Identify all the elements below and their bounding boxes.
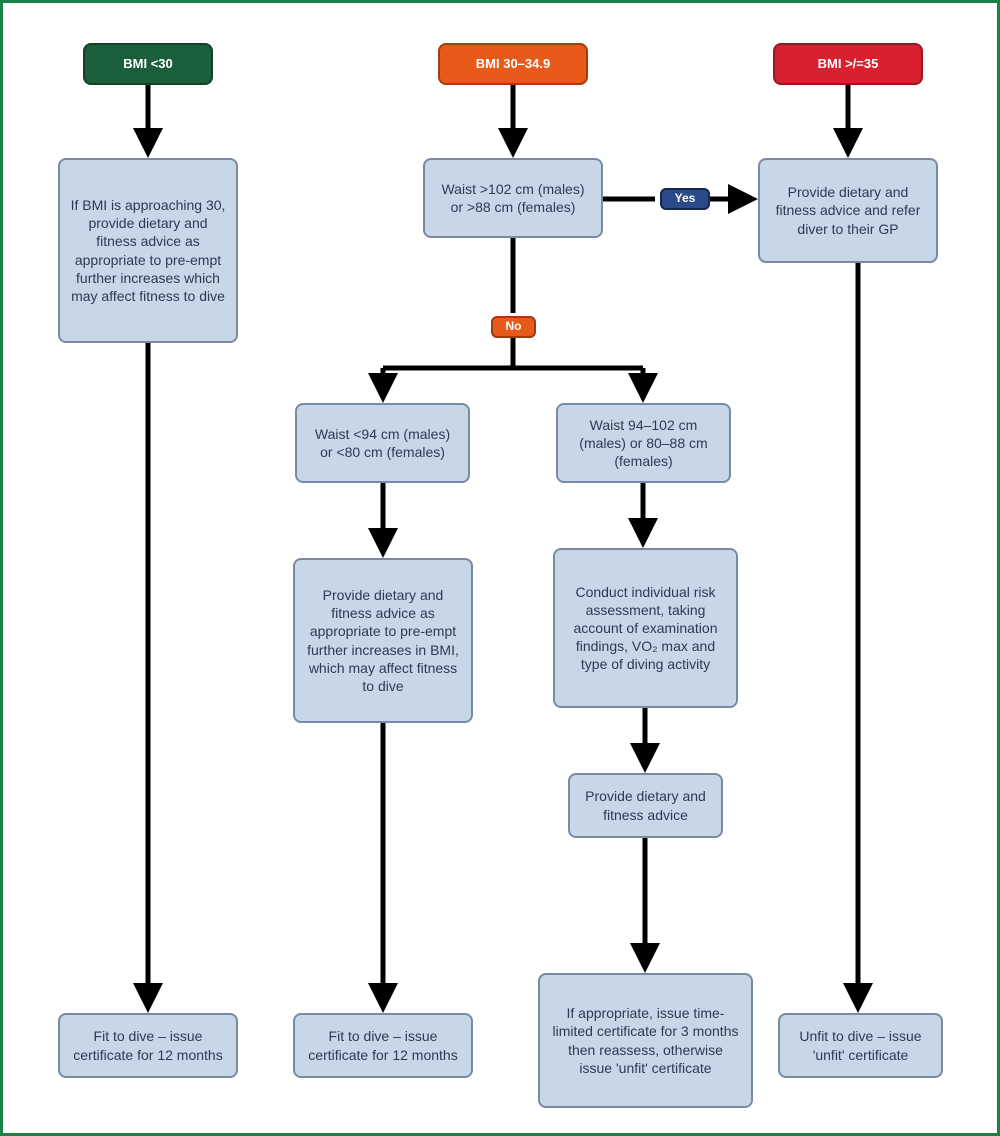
process-text: Provide dietary and fitness advice bbox=[580, 787, 711, 823]
outcome-o4: Unfit to dive – issue 'unfit' certificat… bbox=[778, 1013, 943, 1078]
start-label: BMI >/=35 bbox=[818, 56, 879, 73]
process-p4a: Waist <94 cm (males) or <80 cm (females) bbox=[295, 403, 470, 483]
no-pill: No bbox=[491, 316, 536, 338]
process-text: Conduct individual risk assessment, taki… bbox=[565, 583, 726, 674]
start-label: BMI <30 bbox=[123, 56, 173, 73]
start-label: BMI 30–34.9 bbox=[476, 56, 550, 73]
process-text: Fit to dive – issue certificate for 12 m… bbox=[70, 1027, 226, 1063]
process-text: If appropriate, issue time-limited certi… bbox=[550, 1004, 741, 1077]
process-p3: Provide dietary and fitness advice and r… bbox=[758, 158, 938, 263]
process-p4b: Waist 94–102 cm (males) or 80–88 cm (fem… bbox=[556, 403, 731, 483]
process-p5a: Provide dietary and fitness advice as ap… bbox=[293, 558, 473, 723]
outcome-o2: Fit to dive – issue certificate for 12 m… bbox=[293, 1013, 473, 1078]
start-bmi-30-349: BMI 30–34.9 bbox=[438, 43, 588, 85]
process-text: Waist >102 cm (males) or >88 cm (females… bbox=[435, 180, 591, 216]
process-p5b: Conduct individual risk assessment, taki… bbox=[553, 548, 738, 708]
start-bmi-lt30: BMI <30 bbox=[83, 43, 213, 85]
process-text: Provide dietary and fitness advice as ap… bbox=[305, 586, 461, 695]
process-text: Waist <94 cm (males) or <80 cm (females) bbox=[307, 425, 458, 461]
start-bmi-gte35: BMI >/=35 bbox=[773, 43, 923, 85]
process-p2: Waist >102 cm (males) or >88 cm (females… bbox=[423, 158, 603, 238]
flowchart-container: BMI <30 BMI 30–34.9 BMI >/=35 If BMI is … bbox=[0, 0, 1000, 1136]
process-p6: Provide dietary and fitness advice bbox=[568, 773, 723, 838]
process-text: Fit to dive – issue certificate for 12 m… bbox=[305, 1027, 461, 1063]
process-text: Provide dietary and fitness advice and r… bbox=[770, 183, 926, 238]
outcome-o1: Fit to dive – issue certificate for 12 m… bbox=[58, 1013, 238, 1078]
pill-label: Yes bbox=[675, 191, 696, 207]
process-p1: If BMI is approaching 30, provide dietar… bbox=[58, 158, 238, 343]
process-text: Unfit to dive – issue 'unfit' certificat… bbox=[790, 1027, 931, 1063]
yes-pill: Yes bbox=[660, 188, 710, 210]
process-text: Waist 94–102 cm (males) or 80–88 cm (fem… bbox=[568, 416, 719, 471]
outcome-o3: If appropriate, issue time-limited certi… bbox=[538, 973, 753, 1108]
process-text: If BMI is approaching 30, provide dietar… bbox=[70, 196, 226, 305]
pill-label: No bbox=[506, 319, 522, 335]
